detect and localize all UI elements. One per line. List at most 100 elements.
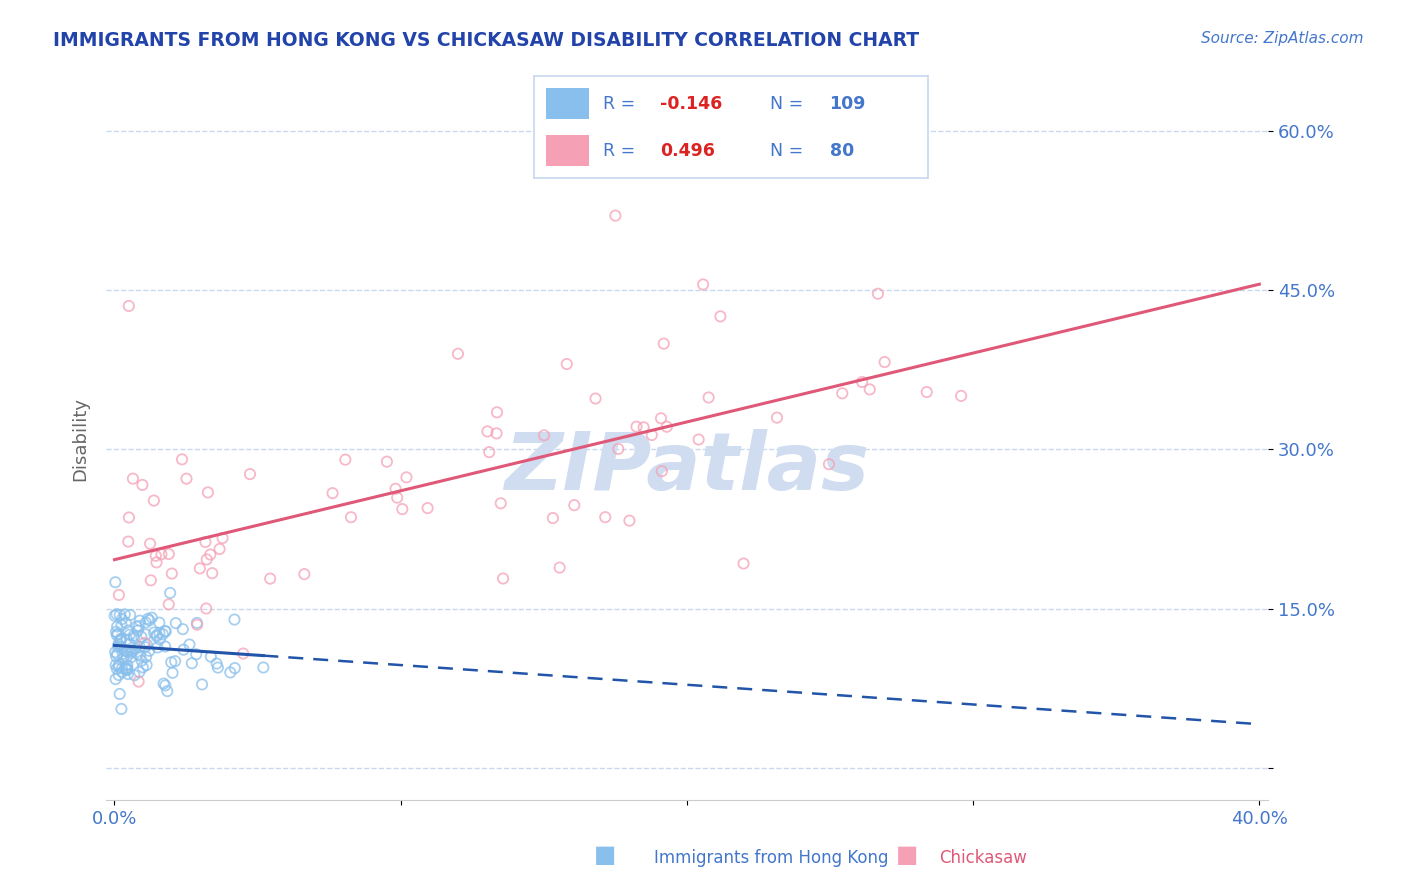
Point xyxy=(950,389,973,403)
Point xyxy=(585,392,607,406)
Point xyxy=(384,482,406,496)
Point xyxy=(128,640,150,654)
Point xyxy=(131,630,153,644)
Point xyxy=(110,618,132,632)
Point xyxy=(145,555,167,569)
Point xyxy=(194,535,217,549)
FancyBboxPatch shape xyxy=(546,136,589,166)
Point xyxy=(104,575,127,590)
Point xyxy=(117,624,139,638)
Point xyxy=(117,644,139,658)
Point xyxy=(145,549,167,563)
Text: Source: ZipAtlas.com: Source: ZipAtlas.com xyxy=(1201,31,1364,46)
Point xyxy=(146,640,169,655)
Text: ■: ■ xyxy=(896,843,918,867)
Point xyxy=(165,616,187,631)
Point xyxy=(150,547,173,561)
Y-axis label: Disability: Disability xyxy=(72,397,89,481)
Point xyxy=(105,624,128,639)
Text: R =: R = xyxy=(603,95,636,112)
Point xyxy=(195,552,218,566)
Point xyxy=(105,647,128,661)
Point xyxy=(124,668,146,682)
Point xyxy=(136,612,159,626)
Point xyxy=(118,299,141,313)
Point xyxy=(186,615,208,630)
Point xyxy=(607,442,630,456)
Point xyxy=(114,661,136,675)
Point xyxy=(165,654,187,668)
Text: N =: N = xyxy=(770,95,804,112)
Point xyxy=(224,661,246,675)
Point xyxy=(489,496,512,510)
Point xyxy=(652,336,675,351)
Point xyxy=(650,411,672,425)
Point xyxy=(152,627,174,641)
Point xyxy=(385,491,408,505)
Point xyxy=(128,674,150,689)
Point xyxy=(110,632,132,646)
Point xyxy=(195,601,218,615)
Point xyxy=(818,457,841,471)
Point xyxy=(153,640,176,654)
Point xyxy=(641,428,664,442)
Point xyxy=(105,607,128,622)
Point xyxy=(239,467,262,481)
Point xyxy=(105,628,128,642)
Point xyxy=(533,428,555,442)
Point xyxy=(395,470,418,484)
Point xyxy=(207,660,229,674)
Point xyxy=(391,502,413,516)
Point xyxy=(110,633,132,648)
Point xyxy=(115,649,138,664)
Point xyxy=(131,654,153,668)
Point xyxy=(120,607,142,622)
Point xyxy=(152,676,174,690)
Point xyxy=(134,636,156,650)
Point xyxy=(340,510,363,524)
Point xyxy=(148,615,170,630)
Point xyxy=(688,433,710,447)
Point xyxy=(593,510,616,524)
Point xyxy=(127,648,149,662)
Point xyxy=(186,647,208,661)
Point xyxy=(114,607,136,622)
Point xyxy=(118,510,141,524)
Point xyxy=(105,662,128,676)
Point xyxy=(197,485,219,500)
Point xyxy=(107,668,129,682)
Point xyxy=(709,310,731,324)
Text: IMMIGRANTS FROM HONG KONG VS CHICKASAW DISABILITY CORRELATION CHART: IMMIGRANTS FROM HONG KONG VS CHICKASAW D… xyxy=(53,31,920,50)
Point xyxy=(114,615,136,630)
Point xyxy=(605,209,627,223)
Point xyxy=(128,665,150,679)
Point xyxy=(104,657,127,672)
Point xyxy=(224,613,246,627)
Point xyxy=(172,622,194,636)
Point xyxy=(135,627,157,641)
Text: R =: R = xyxy=(603,142,636,160)
Point xyxy=(208,541,231,556)
Point xyxy=(252,660,274,674)
Point xyxy=(136,638,159,652)
Point xyxy=(915,385,938,400)
Point xyxy=(110,640,132,654)
Text: 80: 80 xyxy=(830,142,853,160)
Point xyxy=(548,560,571,574)
Point xyxy=(859,383,882,397)
Point xyxy=(335,452,357,467)
Point xyxy=(541,511,564,525)
Point xyxy=(146,628,169,642)
Point xyxy=(117,667,139,681)
Point xyxy=(111,665,134,679)
Point xyxy=(108,607,131,622)
Point xyxy=(626,419,648,434)
Point xyxy=(143,625,166,640)
Point xyxy=(159,586,181,600)
Point xyxy=(108,657,131,672)
Point xyxy=(105,649,128,664)
Point xyxy=(111,647,134,661)
Point xyxy=(117,658,139,673)
Text: ■: ■ xyxy=(593,843,616,867)
Point xyxy=(375,455,398,469)
